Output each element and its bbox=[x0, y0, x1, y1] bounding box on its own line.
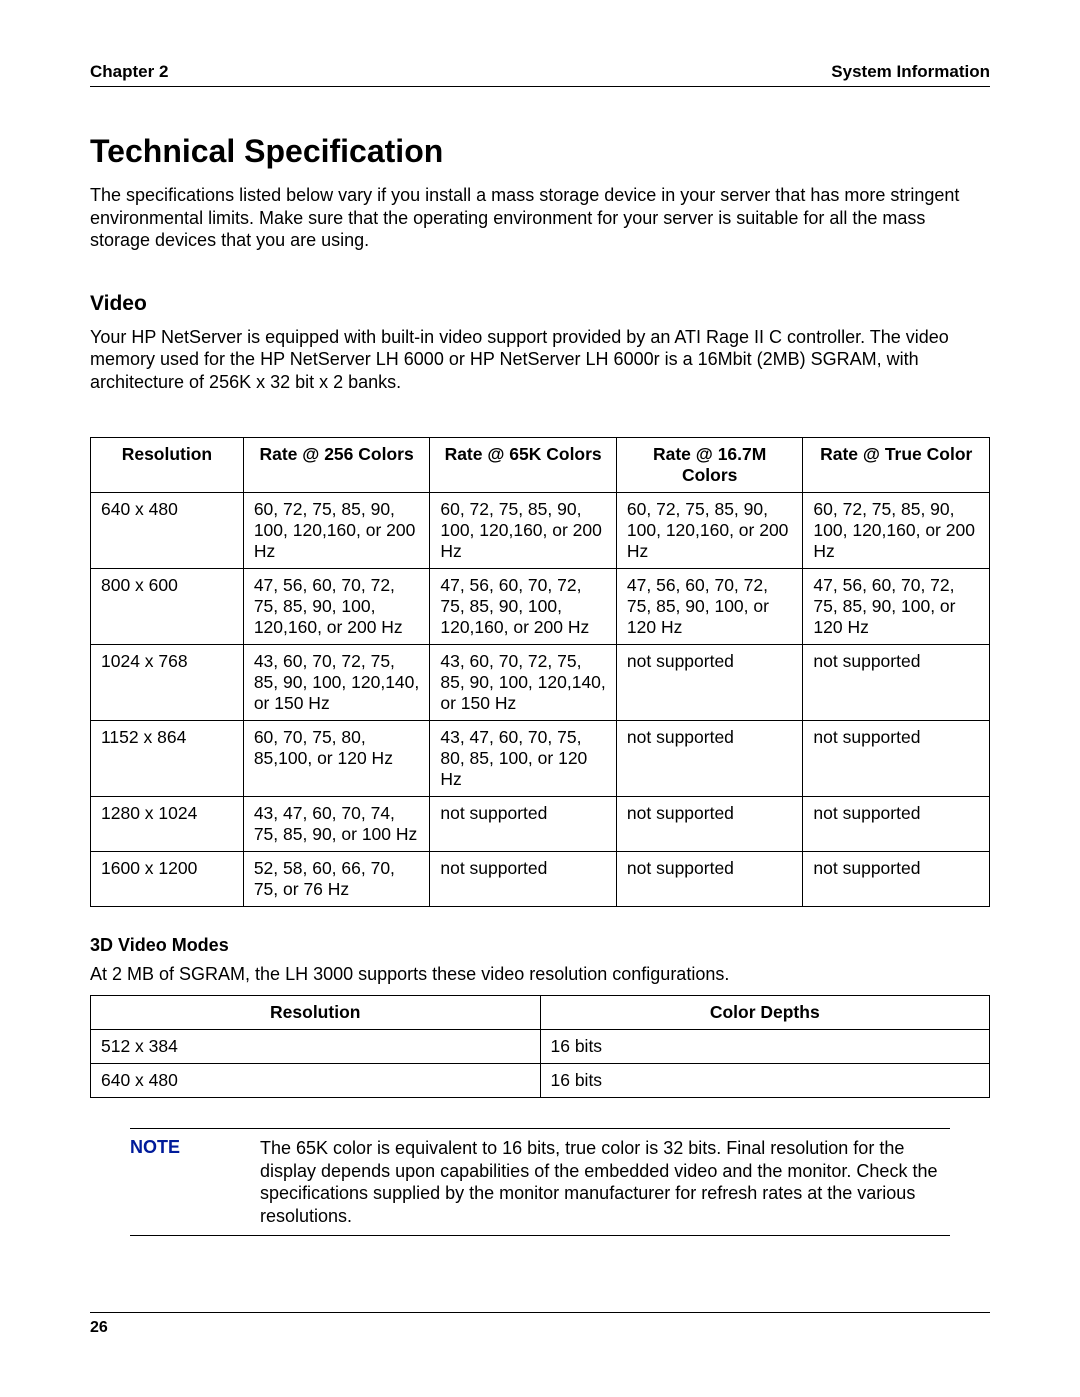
3d-col-resolution: Resolution bbox=[91, 996, 541, 1030]
cell-rate: not supported bbox=[616, 797, 803, 852]
cell-resolution: 1280 x 1024 bbox=[91, 797, 244, 852]
video-heading: Video bbox=[90, 292, 990, 316]
cell-rate: 60, 72, 75, 85, 90, 100, 120,160, or 200… bbox=[803, 493, 990, 569]
note-text: The 65K color is equivalent to 16 bits, … bbox=[260, 1137, 950, 1227]
cell-rate: 47, 56, 60, 70, 72, 75, 85, 90, 100, 120… bbox=[430, 569, 617, 645]
cell-resolution: 1024 x 768 bbox=[91, 645, 244, 721]
video-spec-table: Resolution Rate @ 256 Colors Rate @ 65K … bbox=[90, 437, 990, 907]
cell-rate: not supported bbox=[803, 721, 990, 797]
cell-resolution: 800 x 600 bbox=[91, 569, 244, 645]
intro-paragraph: The specifications listed below vary if … bbox=[90, 184, 990, 252]
cell-depth: 16 bits bbox=[540, 1030, 990, 1064]
cell-rate: not supported bbox=[803, 852, 990, 907]
spec-col-65k: Rate @ 65K Colors bbox=[430, 438, 617, 493]
table-row: 640 x 480 60, 72, 75, 85, 90, 100, 120,1… bbox=[91, 493, 990, 569]
cell-rate: 60, 72, 75, 85, 90, 100, 120,160, or 200… bbox=[430, 493, 617, 569]
page-footer: 26 bbox=[90, 1312, 990, 1337]
note-row: NOTE The 65K color is equivalent to 16 b… bbox=[130, 1129, 950, 1235]
3d-modes-table: Resolution Color Depths 512 x 384 16 bit… bbox=[90, 995, 990, 1098]
cell-rate: not supported bbox=[803, 645, 990, 721]
cell-rate: 47, 56, 60, 70, 72, 75, 85, 90, 100, or … bbox=[803, 569, 990, 645]
table-row: 1152 x 864 60, 70, 75, 80, 85,100, or 12… bbox=[91, 721, 990, 797]
spec-table-header-row: Resolution Rate @ 256 Colors Rate @ 65K … bbox=[91, 438, 990, 493]
cell-rate: not supported bbox=[430, 797, 617, 852]
cell-rate: not supported bbox=[616, 721, 803, 797]
3d-table-header-row: Resolution Color Depths bbox=[91, 996, 990, 1030]
spec-col-truecolor: Rate @ True Color bbox=[803, 438, 990, 493]
table-row: 1600 x 1200 52, 58, 60, 66, 70, 75, or 7… bbox=[91, 852, 990, 907]
table-row: 512 x 384 16 bits bbox=[91, 1030, 990, 1064]
cell-resolution: 640 x 480 bbox=[91, 1064, 541, 1098]
page-header: Chapter 2 System Information bbox=[90, 62, 990, 82]
table-row: 1024 x 768 43, 60, 70, 72, 75, 85, 90, 1… bbox=[91, 645, 990, 721]
note-block: NOTE The 65K color is equivalent to 16 b… bbox=[130, 1128, 950, 1236]
cell-rate: not supported bbox=[616, 645, 803, 721]
cell-rate: not supported bbox=[616, 852, 803, 907]
cell-resolution: 1152 x 864 bbox=[91, 721, 244, 797]
cell-rate: 43, 60, 70, 72, 75, 85, 90, 100, 120,140… bbox=[430, 645, 617, 721]
3d-col-depths: Color Depths bbox=[540, 996, 990, 1030]
cell-rate: 47, 56, 60, 70, 72, 75, 85, 90, 100, or … bbox=[616, 569, 803, 645]
3d-modes-heading: 3D Video Modes bbox=[90, 935, 990, 956]
cell-resolution: 640 x 480 bbox=[91, 493, 244, 569]
cell-rate: 43, 47, 60, 70, 75, 80, 85, 100, or 120 … bbox=[430, 721, 617, 797]
cell-rate: 60, 72, 75, 85, 90, 100, 120,160, or 200… bbox=[616, 493, 803, 569]
page: Chapter 2 System Information Technical S… bbox=[0, 0, 1080, 1397]
cell-rate: 60, 70, 75, 80, 85,100, or 120 Hz bbox=[243, 721, 430, 797]
cell-rate: 52, 58, 60, 66, 70, 75, or 76 Hz bbox=[243, 852, 430, 907]
table-row: 640 x 480 16 bits bbox=[91, 1064, 990, 1098]
cell-rate: 60, 72, 75, 85, 90, 100, 120,160, or 200… bbox=[243, 493, 430, 569]
note-bottom-rule bbox=[130, 1235, 950, 1236]
table-row: 800 x 600 47, 56, 60, 70, 72, 75, 85, 90… bbox=[91, 569, 990, 645]
header-section: System Information bbox=[831, 62, 990, 82]
cell-rate: not supported bbox=[430, 852, 617, 907]
video-text: Your HP NetServer is equipped with built… bbox=[90, 326, 990, 394]
footer-rule bbox=[90, 1312, 990, 1313]
cell-rate: 43, 47, 60, 70, 74, 75, 85, 90, or 100 H… bbox=[243, 797, 430, 852]
spec-col-16m: Rate @ 16.7M Colors bbox=[616, 438, 803, 493]
header-chapter: Chapter 2 bbox=[90, 62, 168, 82]
note-label: NOTE bbox=[130, 1137, 260, 1227]
cell-resolution: 512 x 384 bbox=[91, 1030, 541, 1064]
cell-rate: 43, 60, 70, 72, 75, 85, 90, 100, 120,140… bbox=[243, 645, 430, 721]
header-rule bbox=[90, 86, 990, 87]
cell-depth: 16 bits bbox=[540, 1064, 990, 1098]
cell-resolution: 1600 x 1200 bbox=[91, 852, 244, 907]
table-row: 1280 x 1024 43, 47, 60, 70, 74, 75, 85, … bbox=[91, 797, 990, 852]
cell-rate: 47, 56, 60, 70, 72, 75, 85, 90, 100, 120… bbox=[243, 569, 430, 645]
page-title: Technical Specification bbox=[90, 133, 990, 170]
page-number: 26 bbox=[90, 1319, 990, 1337]
cell-rate: not supported bbox=[803, 797, 990, 852]
spec-col-resolution: Resolution bbox=[91, 438, 244, 493]
3d-modes-text: At 2 MB of SGRAM, the LH 3000 supports t… bbox=[90, 964, 990, 985]
spec-col-256: Rate @ 256 Colors bbox=[243, 438, 430, 493]
